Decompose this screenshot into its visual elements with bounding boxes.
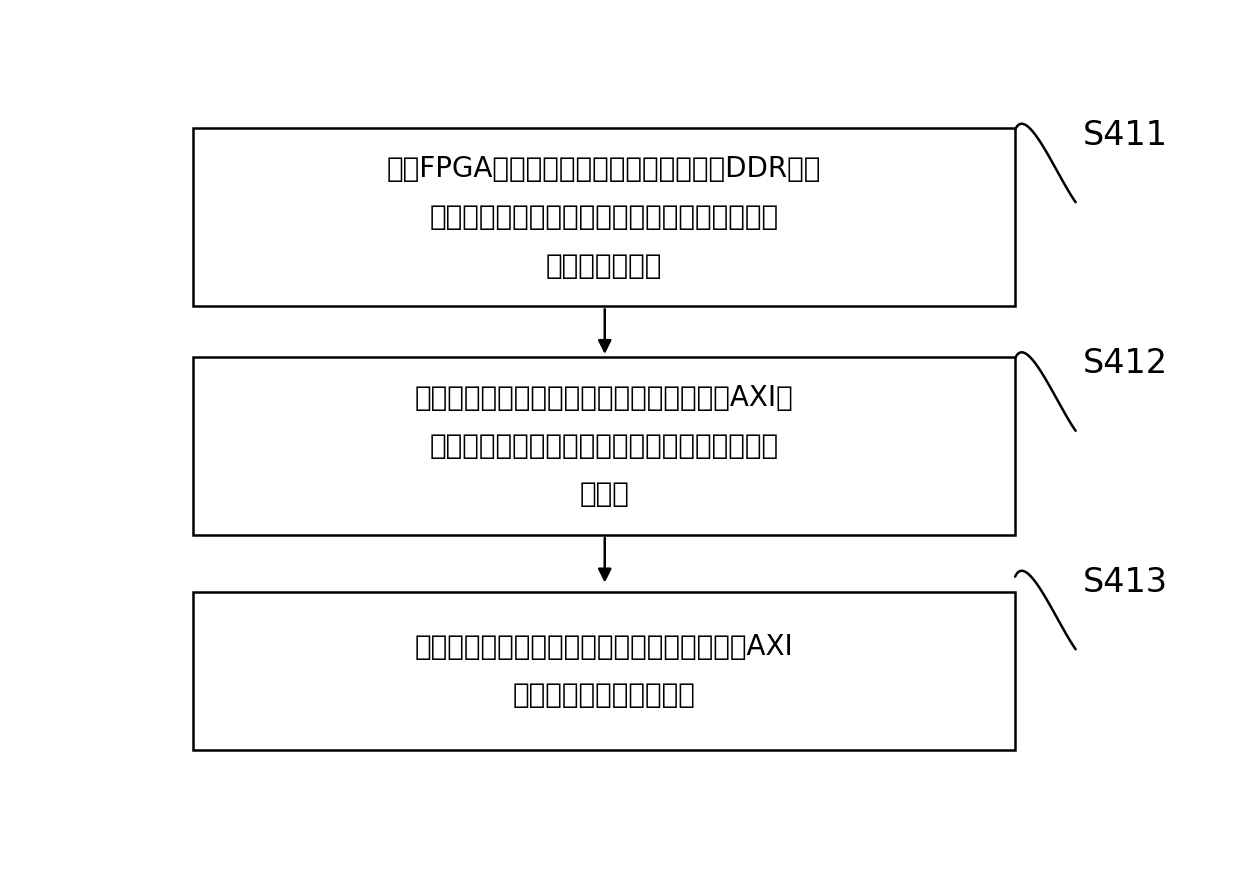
Text: 辑模块: 辑模块: [579, 480, 629, 508]
Text: 口协议转换模块: 口协议转换模块: [546, 251, 662, 279]
Text: S412: S412: [1083, 347, 1168, 380]
Text: 通过双沿速率内存控制逻辑模块将读数据使用AXI: 通过双沿速率内存控制逻辑模块将读数据使用AXI: [415, 633, 794, 661]
Bar: [193, 128, 1016, 306]
Text: S413: S413: [1083, 566, 1167, 599]
Text: 总线发出，完成数据读取: 总线发出，完成数据读取: [513, 681, 696, 709]
Text: 线协议的读数据，并输出给双沿速率内存控制逻: 线协议的读数据，并输出给双沿速率内存控制逻: [430, 432, 779, 460]
Text: 根据读命令返回的读数据，并将读数据输出给接: 根据读命令返回的读数据，并将读数据输出给接: [430, 203, 779, 231]
Text: 通过FPGA双沿速率内存物理接口模块接收DDR颗粒: 通过FPGA双沿速率内存物理接口模块接收DDR颗粒: [387, 155, 821, 183]
Bar: [193, 592, 1016, 750]
Bar: [193, 357, 1016, 535]
Text: S411: S411: [1083, 119, 1167, 152]
Text: 通过接口协议转换模块将读数据转换成符合AXI总: 通过接口协议转换模块将读数据转换成符合AXI总: [415, 383, 794, 411]
